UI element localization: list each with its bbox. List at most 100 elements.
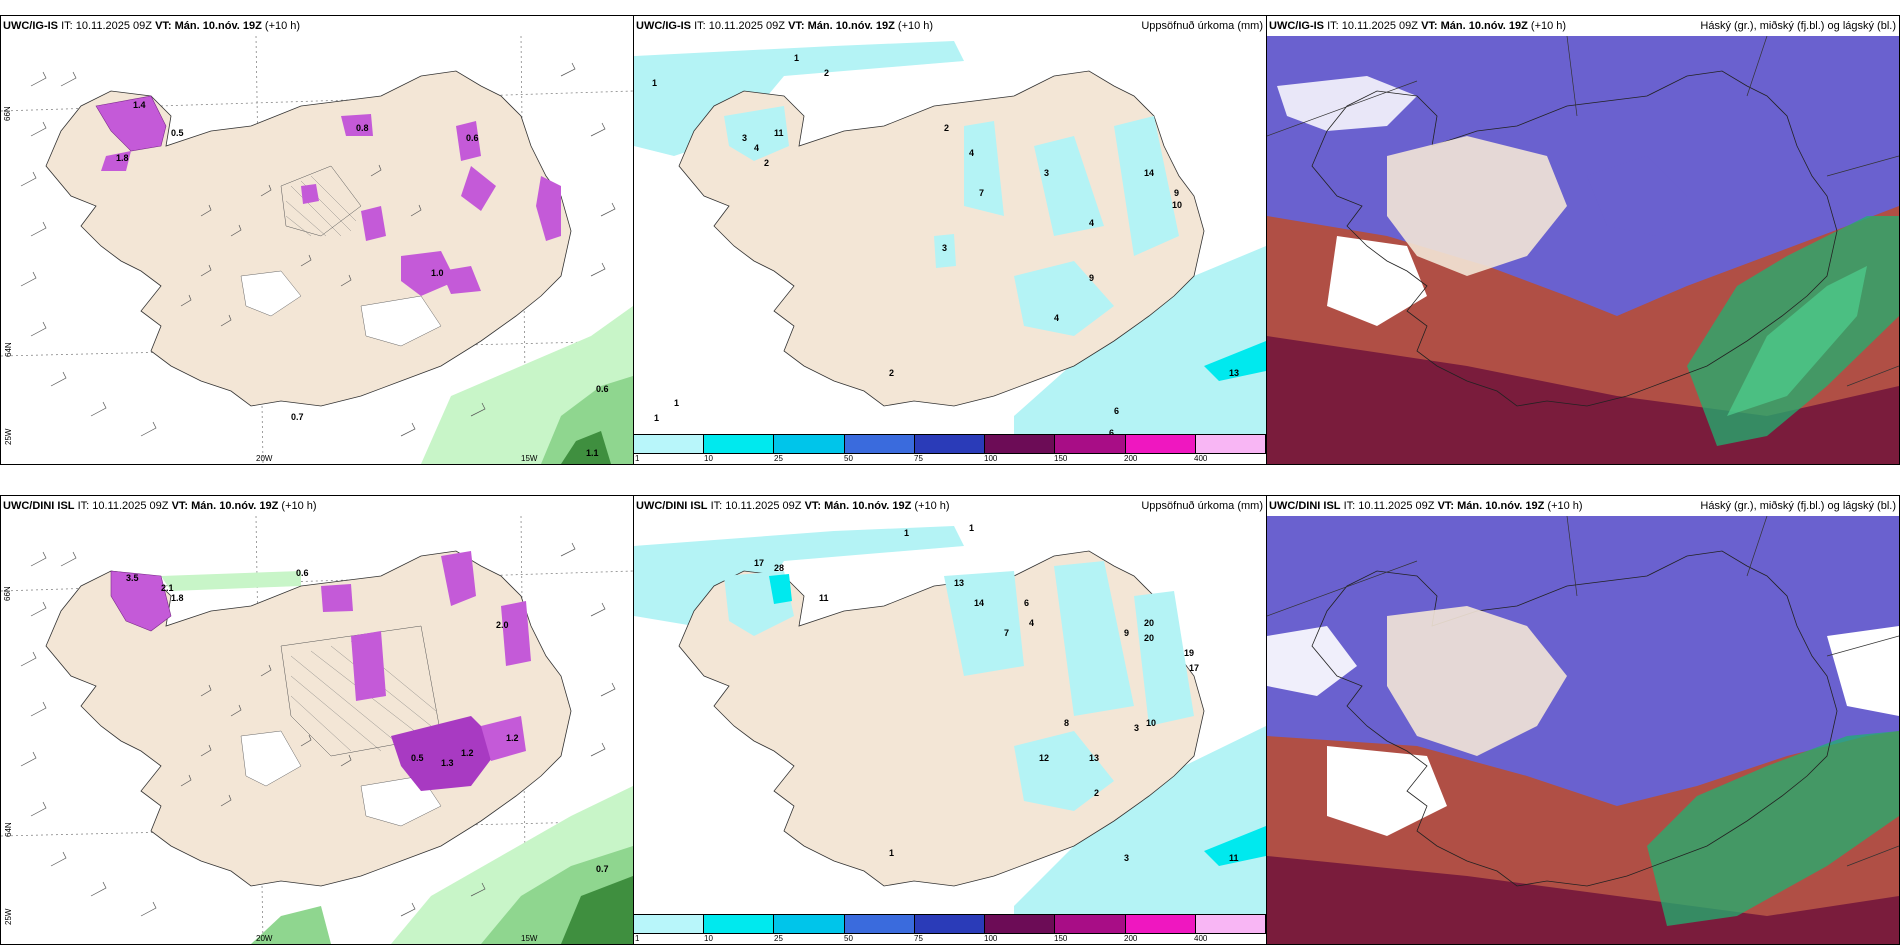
panel-title: Háský (gr.), miðský (fj.bl.) og lágský (… bbox=[1700, 500, 1896, 512]
precip-value: 19 bbox=[1184, 648, 1194, 658]
precip-value: 1 bbox=[889, 848, 894, 858]
precip-value: 11 bbox=[774, 128, 784, 138]
model-name: UWC/DINI ISL bbox=[636, 500, 708, 512]
legend-swatch bbox=[985, 915, 1056, 933]
snow-value: 1.8 bbox=[171, 593, 184, 603]
iceland-land bbox=[45, 70, 572, 407]
lat-label: 64N bbox=[4, 822, 13, 837]
legend-swatch bbox=[704, 915, 775, 933]
precip-legend bbox=[634, 434, 1266, 454]
model-name: UWC/IG-IS bbox=[3, 20, 58, 32]
lat-label: 66N bbox=[3, 586, 12, 601]
it-value: 10.11.2025 09Z bbox=[725, 500, 802, 512]
wind-panel-top: UWC/IG-IS IT: 10.11.2025 09Z VT: Mán. 10… bbox=[0, 15, 634, 465]
precip-value: 2 bbox=[1094, 788, 1099, 798]
legend-swatch bbox=[1195, 915, 1266, 933]
wind-map: 1.4 0.5 1.8 0.8 0.6 1.0 0.7 0.6 1.1 66N … bbox=[1, 36, 633, 464]
lead-time: (+10 h) bbox=[264, 20, 301, 32]
legend-swatch bbox=[1055, 435, 1126, 453]
legend-swatch bbox=[704, 435, 775, 453]
vt-label: VT: bbox=[171, 500, 189, 512]
precip-value: 9 bbox=[1124, 628, 1129, 638]
vt-label: VT: bbox=[155, 20, 172, 32]
snow-value: 2.1 bbox=[161, 583, 174, 593]
precip-value: 4 bbox=[969, 148, 974, 158]
legend-label: 150 bbox=[1054, 454, 1068, 463]
precip-value: 20 bbox=[1144, 618, 1154, 628]
precip-map: 1 2 1 3 4 2 11 2 4 3 14 9 10 7 9 4 4 13 … bbox=[634, 36, 1266, 436]
legend-label: 200 bbox=[1124, 454, 1138, 463]
cloud-panel-top: UWC/IG-IS IT: 10.11.2025 09Z VT: Mán. 10… bbox=[1266, 15, 1900, 465]
lon-label: 25W bbox=[4, 428, 13, 445]
legend-label: 100 bbox=[984, 934, 998, 943]
it-value: 10.11.2025 09Z bbox=[708, 20, 785, 32]
it-value: 10.11.2025 09Z bbox=[1341, 20, 1418, 32]
lon-label: 25W bbox=[4, 908, 13, 925]
precip-value: 3 bbox=[742, 133, 747, 143]
panel-header: UWC/IG-IS IT: 10.11.2025 09Z VT: Mán. 10… bbox=[634, 16, 1266, 36]
legend-label: 150 bbox=[1054, 934, 1068, 943]
snow-value: 1.0 bbox=[431, 268, 444, 278]
precip-value: 11 bbox=[819, 593, 829, 603]
snow-value: 0.6 bbox=[466, 133, 479, 143]
precip-value: 13 bbox=[1089, 753, 1099, 763]
legend-label: 75 bbox=[914, 934, 923, 943]
precip-value: 1 bbox=[904, 528, 909, 538]
lat-label: 66N bbox=[3, 106, 12, 121]
legend-swatch bbox=[844, 435, 915, 453]
precip-value: 6 bbox=[1024, 598, 1029, 608]
cloud-map bbox=[1267, 36, 1899, 464]
it-value: 10.11.2025 09Z bbox=[1358, 500, 1435, 512]
precip-value: 6 bbox=[1114, 406, 1119, 416]
wind-map: 3.5 2.1 1.8 0.6 2.0 1.2 0.5 1.3 1.2 0.7 … bbox=[1, 516, 633, 944]
legend-label: 50 bbox=[844, 454, 853, 463]
legend-swatch bbox=[914, 915, 986, 933]
precip-value: 4 bbox=[1029, 618, 1034, 628]
lon-label: 15W bbox=[521, 934, 538, 943]
it-value: 10.11.2025 09Z bbox=[75, 20, 152, 32]
precip-panel-bottom: UWC/DINI ISL IT: 10.11.2025 09Z VT: Mán.… bbox=[633, 495, 1267, 945]
precip-value: 2 bbox=[944, 123, 949, 133]
lon-label: 20W bbox=[256, 934, 273, 943]
precip-value: 10 bbox=[1172, 200, 1182, 210]
wind-panel-bottom: UWC/DINI ISL IT: 10.11.2025 09Z VT: Mán.… bbox=[0, 495, 634, 945]
panel-header: UWC/IG-IS IT: 10.11.2025 09Z VT: Mán. 10… bbox=[1, 16, 633, 36]
vt-label: VT: bbox=[804, 500, 822, 512]
snow-value: 1.2 bbox=[506, 733, 519, 743]
legend-label: 75 bbox=[914, 454, 923, 463]
precip-value: 1 bbox=[654, 413, 659, 423]
precip-value: 2 bbox=[889, 368, 894, 378]
precip-value: 3 bbox=[1134, 723, 1139, 733]
lead-time: (+10 h) bbox=[1530, 20, 1567, 32]
legend-label: 400 bbox=[1194, 454, 1208, 463]
iceland-land bbox=[45, 550, 572, 887]
precip-value: 11 bbox=[1229, 853, 1239, 863]
precip-value: 10 bbox=[1146, 718, 1156, 728]
precip-value: 8 bbox=[1064, 718, 1069, 728]
legend-swatch bbox=[634, 435, 705, 453]
rain-value: 1.1 bbox=[586, 448, 599, 458]
vt-value: Mán. 10.nóv. 19Z bbox=[807, 20, 895, 32]
precip-legend bbox=[634, 914, 1266, 934]
panel-title: Uppsöfnuð úrkoma (mm) bbox=[1141, 500, 1263, 512]
legend-labels: 1 10 25 50 75 100 150 200 400 bbox=[634, 934, 1266, 944]
precip-value: 12 bbox=[1039, 753, 1049, 763]
lead-time: (+10 h) bbox=[914, 500, 950, 512]
panel-header: UWC/DINI ISL IT: 10.11.2025 09Z VT: Mán.… bbox=[1, 496, 633, 516]
lead-time: (+10 h) bbox=[281, 500, 317, 512]
legend-label: 10 bbox=[704, 454, 713, 463]
precip-value: 20 bbox=[1144, 633, 1154, 643]
legend-swatch bbox=[985, 435, 1056, 453]
iceland-land bbox=[1311, 550, 1838, 887]
it-label: IT: bbox=[1343, 500, 1356, 512]
snow-value: 0.7 bbox=[291, 412, 304, 422]
cloud-panel-bottom: UWC/DINI ISL IT: 10.11.2025 09Z VT: Mán.… bbox=[1266, 495, 1900, 945]
model-name: UWC/IG-IS bbox=[1269, 20, 1324, 32]
precip-value: 14 bbox=[974, 598, 984, 608]
legend-swatch bbox=[774, 435, 845, 453]
precip-value: 2 bbox=[764, 158, 769, 168]
precip-value: 3 bbox=[1124, 853, 1129, 863]
precip-value: 1 bbox=[969, 523, 974, 533]
legend-label: 25 bbox=[774, 934, 783, 943]
model-name: UWC/DINI ISL bbox=[1269, 500, 1341, 512]
